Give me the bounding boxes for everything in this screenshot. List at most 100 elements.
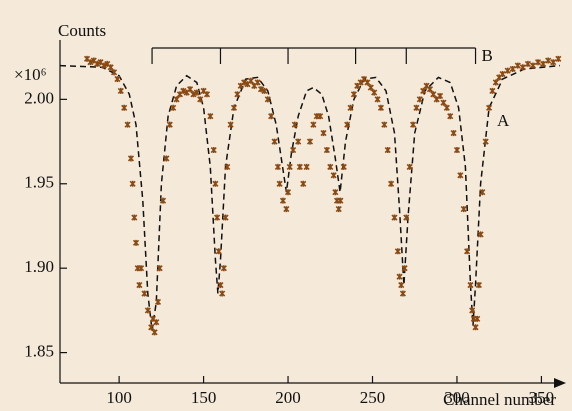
data-point xyxy=(374,96,381,103)
data-point xyxy=(347,104,354,111)
data-point xyxy=(460,206,467,213)
x-axis-label: Channel number xyxy=(443,390,556,409)
data-point xyxy=(290,146,297,154)
data-point xyxy=(492,79,499,86)
data-point xyxy=(141,290,148,297)
data-point xyxy=(121,104,128,111)
data-point xyxy=(215,248,222,255)
data-point xyxy=(170,104,177,111)
x-tick-label: 200 xyxy=(275,388,301,407)
data-point xyxy=(504,67,511,74)
data-point xyxy=(416,96,423,103)
data-point xyxy=(377,104,385,111)
data-point xyxy=(479,189,486,196)
data-point xyxy=(291,121,298,128)
data-point xyxy=(166,121,173,128)
data-point xyxy=(271,138,278,145)
data-point xyxy=(306,138,314,145)
data-point xyxy=(534,59,542,66)
data-point xyxy=(94,60,101,67)
data-point xyxy=(136,282,143,289)
data-point xyxy=(227,121,234,128)
data-point xyxy=(203,91,211,98)
data-point xyxy=(268,113,275,120)
data-point xyxy=(151,329,158,336)
data-point xyxy=(364,79,371,86)
data-point xyxy=(210,146,217,154)
data-point xyxy=(464,248,471,255)
data-point xyxy=(394,248,401,255)
data-point xyxy=(420,87,427,94)
data-point xyxy=(295,138,302,145)
data-point xyxy=(320,130,327,137)
data-point xyxy=(413,104,420,111)
data-point xyxy=(540,60,547,67)
data-point xyxy=(477,231,484,238)
data-point xyxy=(475,282,482,289)
data-point xyxy=(261,87,268,94)
x-axis-arrow xyxy=(554,378,566,388)
data-point xyxy=(489,87,496,94)
data-point xyxy=(207,113,214,120)
data-point xyxy=(550,59,557,66)
data-point xyxy=(529,62,537,69)
data-point xyxy=(100,62,107,69)
data-point xyxy=(447,113,454,120)
data-point xyxy=(350,91,357,98)
data-point xyxy=(340,163,347,170)
data-point xyxy=(276,180,283,187)
x-tick-label: 350 xyxy=(529,388,555,407)
data-point xyxy=(110,69,118,76)
data-point xyxy=(156,265,163,272)
data-point xyxy=(163,155,170,162)
data-point xyxy=(159,197,167,204)
data-point xyxy=(310,121,317,128)
data-point xyxy=(247,77,254,84)
data-point xyxy=(173,96,180,103)
y-tick-label: 1.95 xyxy=(24,173,54,192)
data-point xyxy=(344,121,351,128)
data-point xyxy=(257,86,265,93)
data-point xyxy=(327,163,334,170)
data-point xyxy=(193,89,200,96)
data-point xyxy=(187,86,194,93)
data-point xyxy=(443,104,450,111)
data-point xyxy=(367,84,374,91)
data-point xyxy=(214,214,221,221)
data-point xyxy=(107,64,114,71)
y-tick-label: 2.00 xyxy=(24,88,54,107)
data-point xyxy=(332,189,339,196)
data-point xyxy=(230,104,238,111)
data-point xyxy=(279,197,287,204)
stick-label: B xyxy=(482,46,493,65)
data-point xyxy=(469,307,476,314)
data-point xyxy=(555,55,562,62)
x-tick-label: 250 xyxy=(360,388,386,407)
data-point xyxy=(401,265,408,272)
data-point xyxy=(197,96,204,103)
data-point xyxy=(144,307,151,314)
data-point xyxy=(132,239,140,246)
data-point xyxy=(398,282,405,289)
data-point xyxy=(222,214,229,221)
data-point xyxy=(474,315,481,322)
data-point xyxy=(453,146,461,154)
data-point xyxy=(127,155,135,162)
y-tick-label: 1.85 xyxy=(24,342,54,361)
data-point xyxy=(117,87,124,94)
data-point xyxy=(509,65,516,73)
data-point xyxy=(519,64,526,71)
data-point xyxy=(440,99,447,106)
data-point xyxy=(114,76,121,83)
data-point xyxy=(131,214,138,221)
data-point xyxy=(87,59,94,66)
data-point xyxy=(335,206,342,213)
data-point xyxy=(303,163,310,170)
x-tick-label: 150 xyxy=(191,388,217,407)
data-point xyxy=(514,62,521,69)
data-point xyxy=(384,146,391,154)
data-point xyxy=(396,273,403,280)
